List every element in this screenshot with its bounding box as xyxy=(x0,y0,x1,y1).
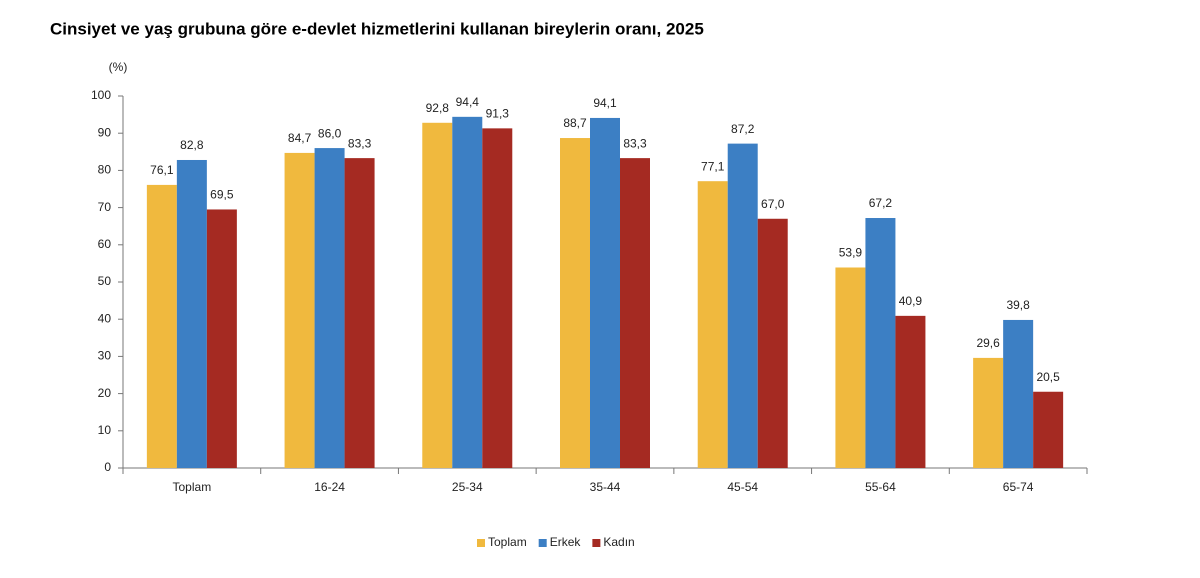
value-label: 83,3 xyxy=(623,136,647,150)
x-tick-label: 65-74 xyxy=(1003,480,1034,494)
bar xyxy=(865,218,896,468)
y-tick-label: 70 xyxy=(98,200,112,214)
x-tick-label: 55-64 xyxy=(865,480,896,494)
value-label: 83,3 xyxy=(348,136,372,150)
x-tick-label: 35-44 xyxy=(590,480,621,494)
bar xyxy=(835,267,866,468)
value-label: 40,9 xyxy=(899,294,923,308)
y-tick-label: 30 xyxy=(98,349,112,363)
bar xyxy=(422,122,453,468)
y-tick-label: 50 xyxy=(98,274,112,288)
value-label: 92,8 xyxy=(426,101,450,115)
legend-swatch xyxy=(592,539,601,547)
legend-label: Toplam xyxy=(488,535,527,549)
value-label: 84,7 xyxy=(288,131,312,145)
value-label: 67,0 xyxy=(761,197,785,211)
value-label: 87,2 xyxy=(731,122,755,136)
chart-title: Cinsiyet ve yaş grubuna göre e-devlet hi… xyxy=(50,19,704,38)
bar xyxy=(176,159,207,468)
value-label: 86,0 xyxy=(318,126,342,140)
bar xyxy=(284,152,315,468)
bar xyxy=(206,209,237,468)
y-tick-label: 20 xyxy=(98,386,112,400)
value-label: 94,4 xyxy=(456,95,480,109)
value-label: 53,9 xyxy=(839,246,863,260)
y-tick-label: 60 xyxy=(98,237,112,251)
y-tick-label: 0 xyxy=(104,460,111,474)
bar xyxy=(697,181,728,469)
bar xyxy=(452,116,483,468)
bar xyxy=(620,158,650,468)
bar xyxy=(590,117,620,468)
x-tick-label: 25-34 xyxy=(452,480,483,494)
legend-label: Kadın xyxy=(603,535,634,549)
value-label: 88,7 xyxy=(563,116,587,130)
value-label: 29,6 xyxy=(976,336,1000,350)
y-tick-label: 40 xyxy=(98,311,112,325)
y-axis-label: (%) xyxy=(109,60,128,74)
value-label: 20,5 xyxy=(1036,370,1060,384)
value-label: 69,5 xyxy=(210,188,234,202)
bar xyxy=(1033,391,1064,468)
x-tick-label: 16-24 xyxy=(314,480,345,494)
bar xyxy=(727,143,758,468)
legend-swatch xyxy=(477,539,485,547)
value-label: 91,3 xyxy=(486,107,510,121)
bar xyxy=(560,138,590,468)
x-tick-label: 45-54 xyxy=(727,480,758,494)
bar xyxy=(146,184,177,468)
value-label: 82,8 xyxy=(180,138,204,152)
y-tick-label: 80 xyxy=(98,163,112,177)
value-label: 94,1 xyxy=(593,96,617,110)
bar xyxy=(757,218,788,468)
bar xyxy=(895,315,926,468)
bar xyxy=(1003,319,1034,468)
bar xyxy=(482,128,513,468)
bar xyxy=(973,357,1004,468)
legend-label: Erkek xyxy=(550,535,582,549)
x-tick-label: Toplam xyxy=(173,480,212,494)
value-label: 39,8 xyxy=(1006,298,1030,312)
y-tick-label: 100 xyxy=(91,88,111,102)
y-tick-label: 10 xyxy=(98,423,112,437)
legend-swatch xyxy=(538,539,547,547)
value-label: 67,2 xyxy=(869,196,893,210)
bar xyxy=(344,158,375,468)
value-label: 77,1 xyxy=(701,159,725,173)
y-tick-label: 90 xyxy=(98,125,112,139)
bar xyxy=(314,148,345,468)
value-label: 76,1 xyxy=(150,163,174,177)
